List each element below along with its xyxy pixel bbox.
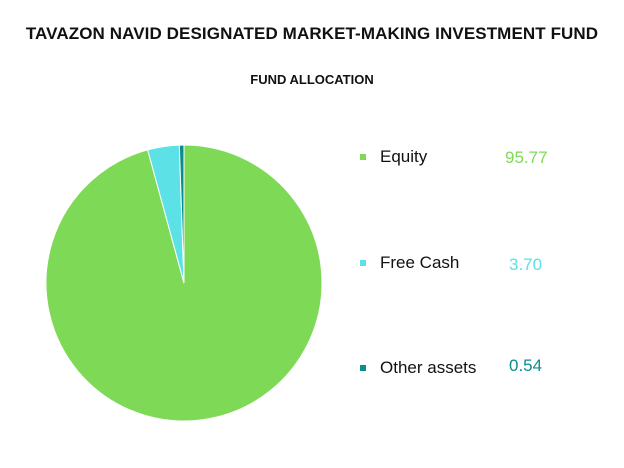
chart-subtitle: FUND ALLOCATION	[250, 72, 374, 87]
legend-value-equity: 95.77	[505, 148, 548, 167]
legend-item-other-assets: Other assets	[360, 356, 476, 380]
legend-item-free-cash: Free Cash	[360, 251, 459, 275]
page-title: TAVAZON NAVID DESIGNATED MARKET-MAKING I…	[25, 24, 599, 43]
legend-label-equity: Equity	[380, 147, 428, 166]
legend-marker-other-assets	[360, 365, 366, 371]
legend-value-free-cash: 3.70	[509, 255, 543, 274]
legend-label-free-cash: Free Cash	[380, 253, 460, 272]
legend-marker-free-cash	[360, 260, 366, 266]
legend-item-equity: Equity	[360, 145, 427, 169]
legend-marker-equity	[360, 154, 366, 160]
legend-label-other-assets: Other assets	[380, 358, 477, 377]
pie-slice-other-assets	[178, 144, 185, 284]
legend-value-other-assets: 0.54	[509, 356, 543, 375]
